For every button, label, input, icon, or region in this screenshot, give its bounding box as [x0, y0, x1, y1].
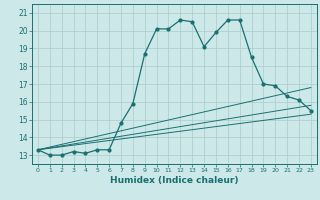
- X-axis label: Humidex (Indice chaleur): Humidex (Indice chaleur): [110, 176, 239, 185]
